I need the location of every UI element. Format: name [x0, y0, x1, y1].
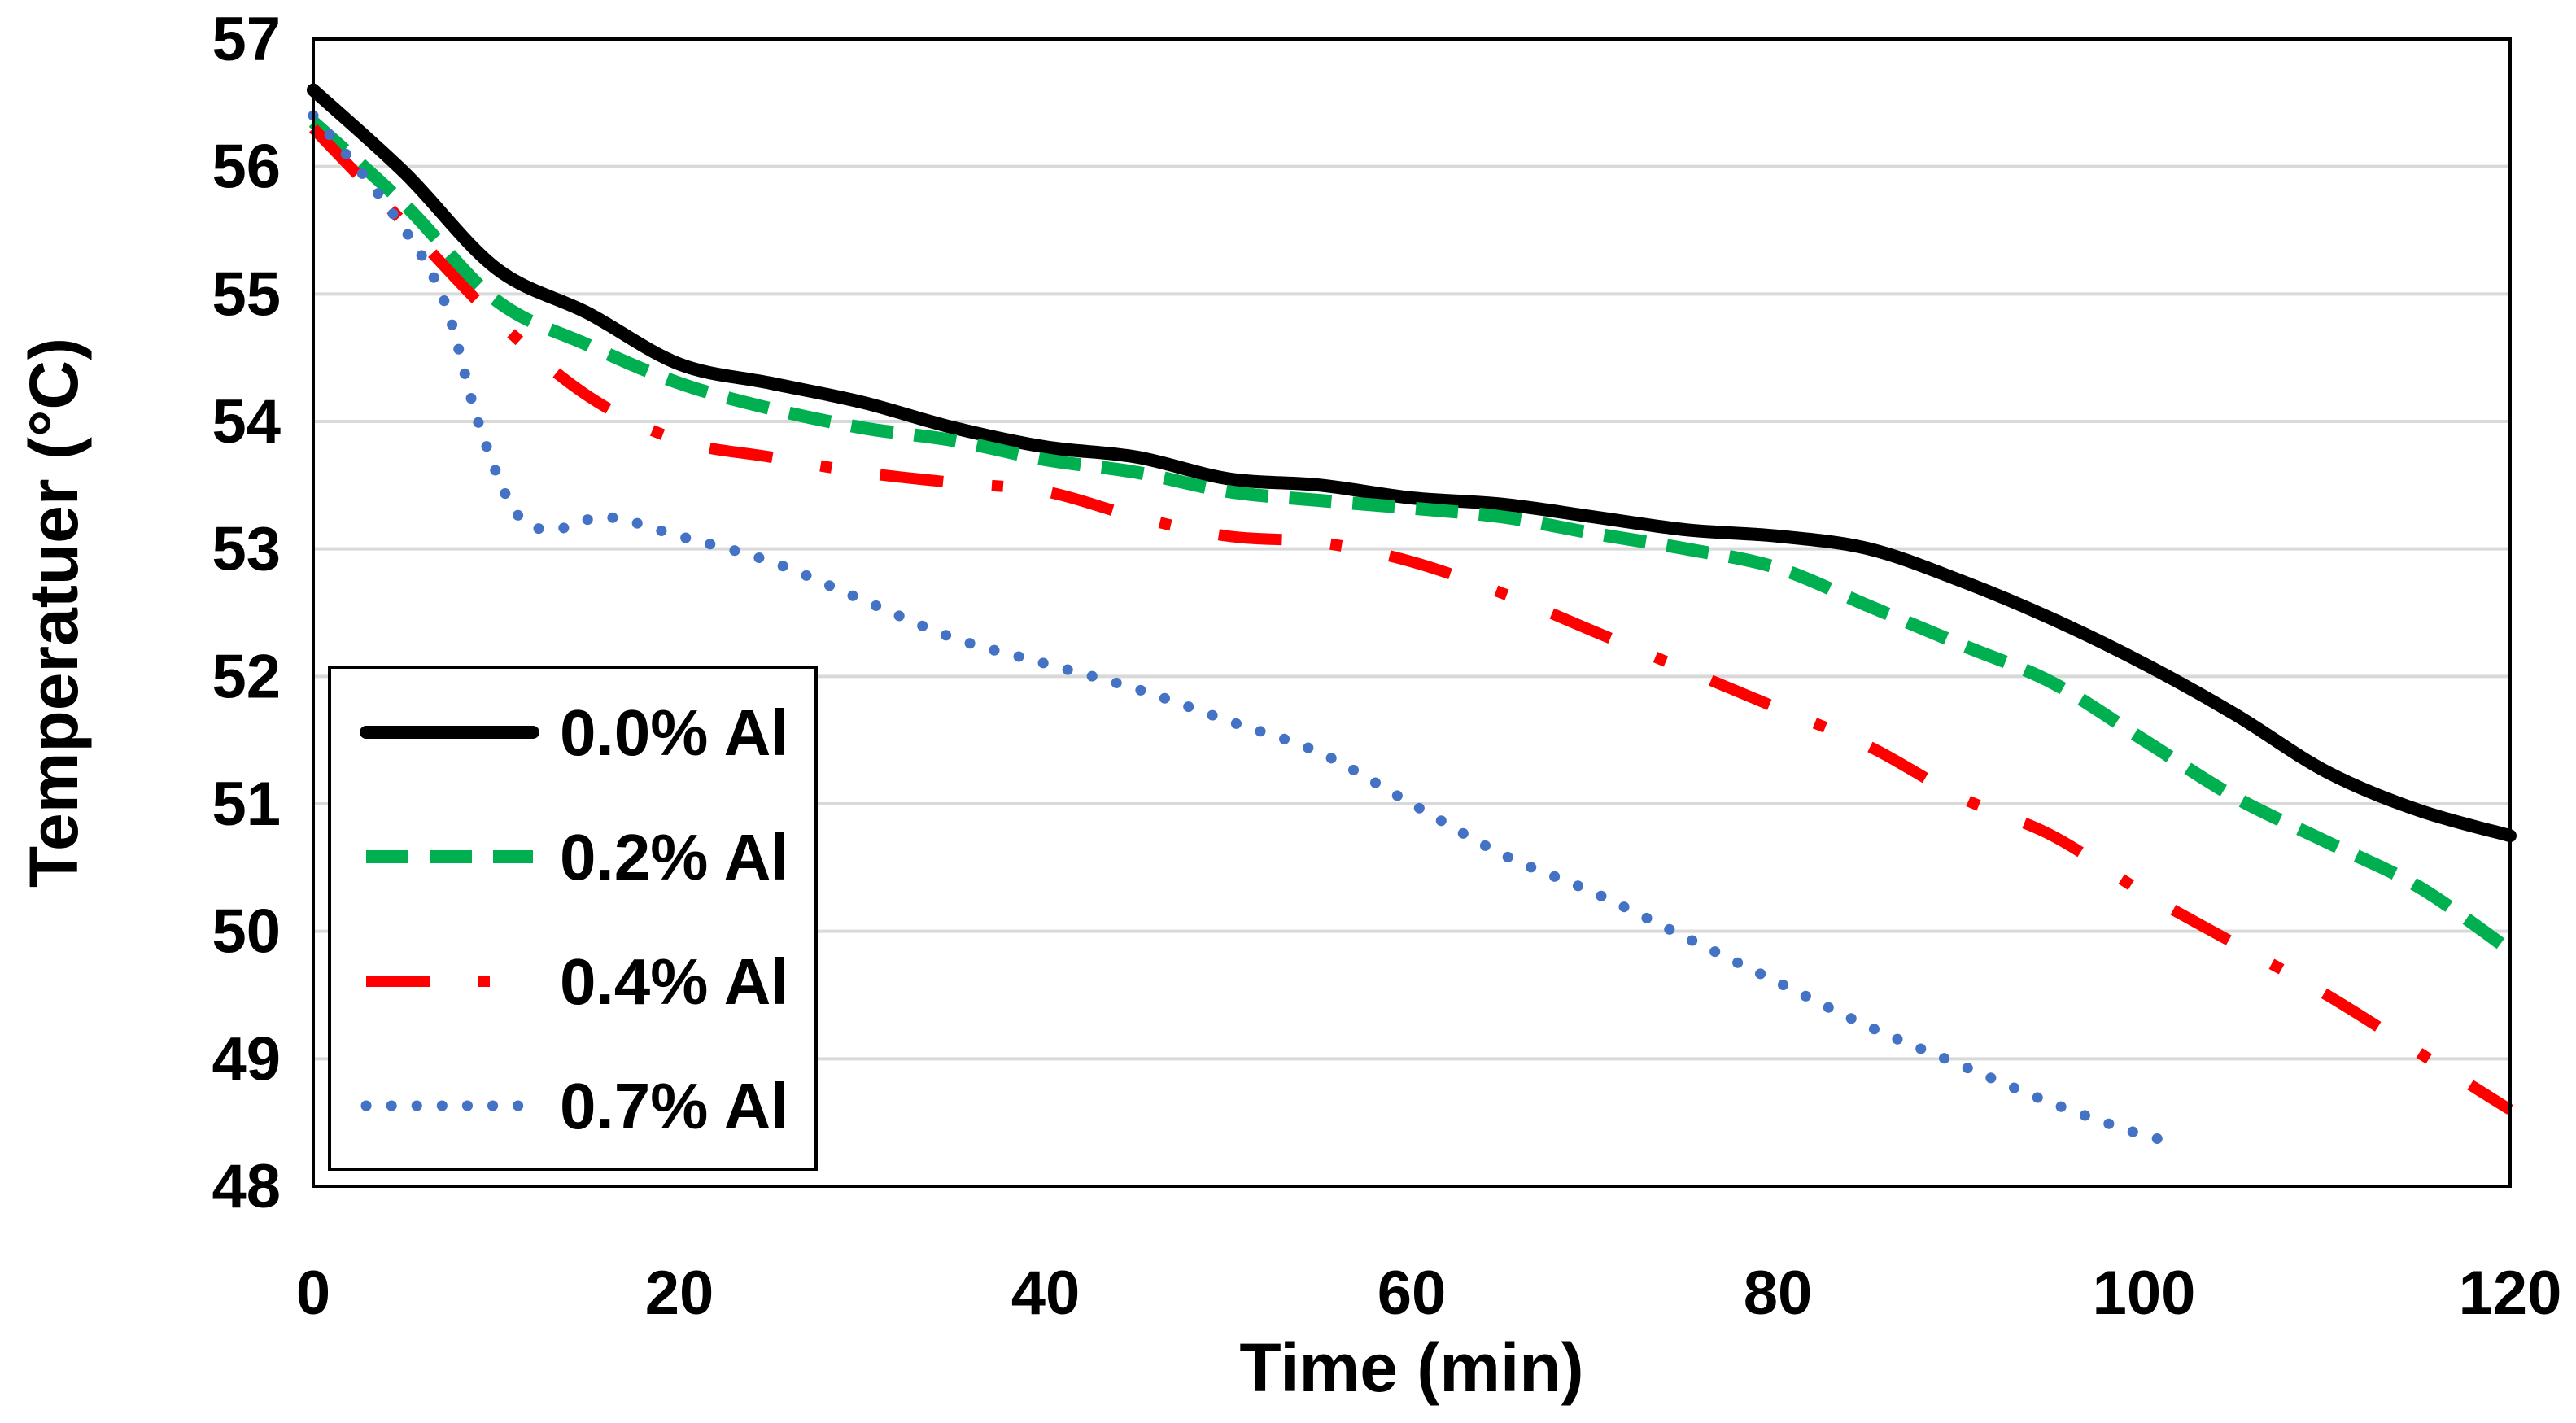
- legend-label: 0.7% Al: [560, 1070, 789, 1142]
- x-tick-label: 80: [1744, 1259, 1813, 1328]
- x-axis-ticks: 0 20 40 60 80 100 120: [296, 1259, 2562, 1328]
- x-tick-label: 120: [2459, 1259, 2562, 1328]
- series-line-2: [308, 124, 2513, 1115]
- x-tick-label: 20: [645, 1259, 714, 1328]
- y-tick-label: 51: [212, 770, 281, 839]
- x-tick-label: 0: [296, 1259, 330, 1328]
- y-tick-label: 52: [212, 642, 281, 711]
- series-line-0: [307, 83, 2517, 843]
- series-line-3: [308, 110, 2186, 1147]
- x-axis-title: Time (min): [1239, 1329, 1583, 1406]
- legend-label: 0.4% Al: [560, 945, 789, 1018]
- y-tick-label: 57: [212, 5, 281, 74]
- series-layer: [307, 83, 2517, 1147]
- legend-label: 0.0% Al: [560, 696, 789, 769]
- legend-label: 0.2% Al: [560, 821, 789, 893]
- y-tick-label: 53: [212, 515, 281, 584]
- y-tick-label: 55: [212, 260, 281, 329]
- legend-box: [328, 666, 818, 1171]
- series-line-1: [308, 116, 2514, 956]
- y-tick-label: 56: [212, 133, 281, 202]
- x-tick-label: 40: [1011, 1259, 1081, 1328]
- y-axis-title: Temperatuer (°C): [15, 338, 92, 888]
- y-axis-ticks: 48 49 50 51 52 53 54 55 56 57: [212, 5, 281, 1221]
- x-tick-label: 60: [1378, 1259, 1447, 1328]
- legend: 0.0% Al 0.2% Al 0.4% Al 0.7% Al: [328, 666, 818, 1171]
- plot-area-frame: [312, 37, 2512, 1188]
- y-tick-label: 49: [212, 1024, 281, 1093]
- y-tick-label: 50: [212, 897, 281, 967]
- y-tick-label: 54: [212, 387, 281, 456]
- x-tick-label: 100: [2093, 1259, 2196, 1328]
- y-tick-label: 48: [212, 1152, 281, 1221]
